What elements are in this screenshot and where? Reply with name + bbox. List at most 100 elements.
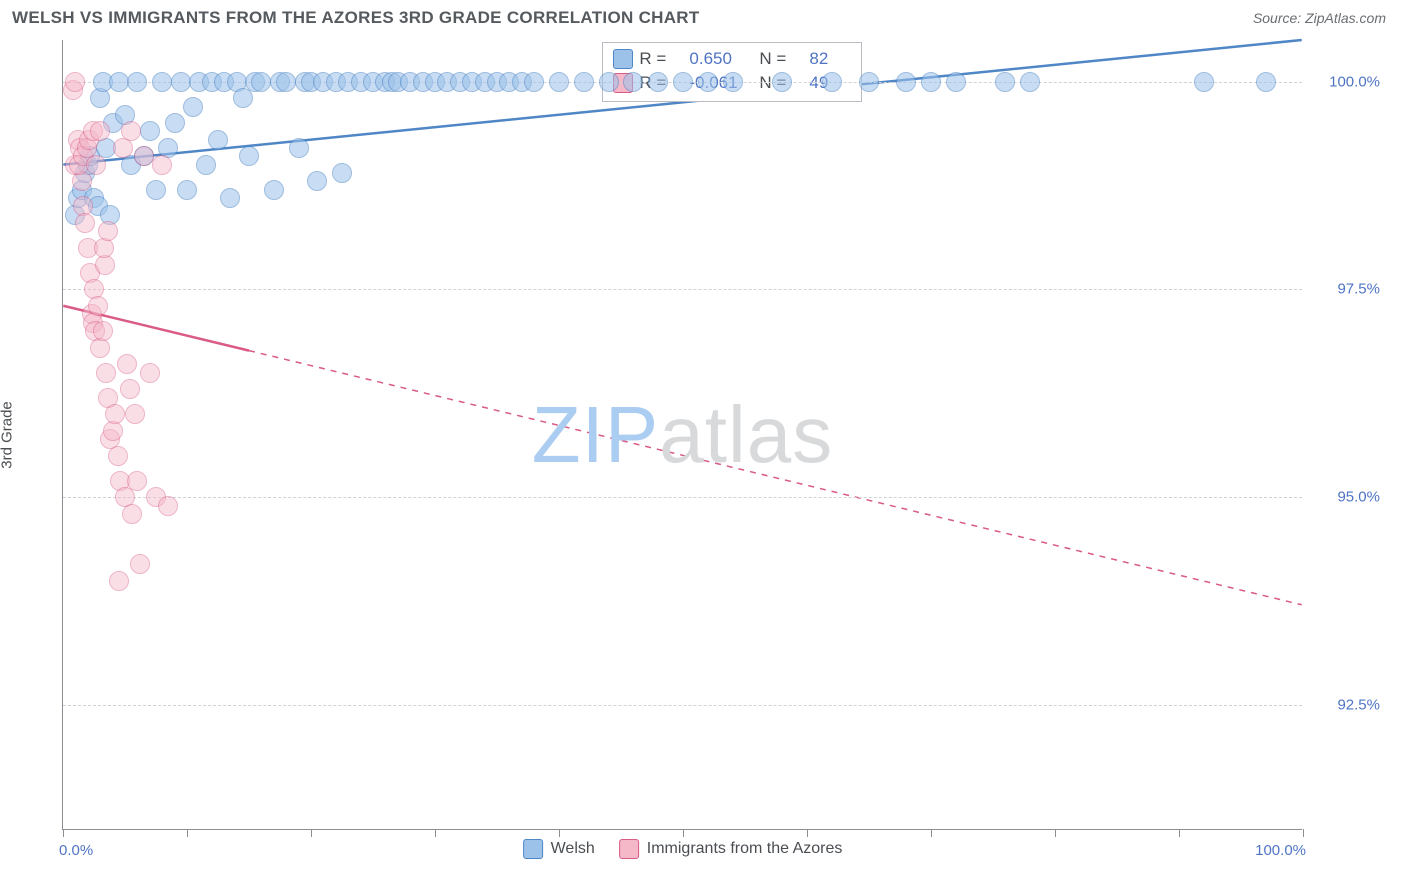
y-tick-label: 100.0% [1310, 73, 1380, 90]
x-tick [311, 829, 312, 837]
x-tick [1179, 829, 1180, 837]
scatter-point [698, 72, 718, 92]
stats-n-label: N = [759, 49, 809, 69]
x-tick [63, 829, 64, 837]
gridline [63, 289, 1302, 290]
chart-container: 3rd Grade ZIPatlas R =0.650N =82R =-0.06… [12, 32, 1386, 880]
scatter-point [158, 496, 178, 516]
scatter-point [94, 238, 114, 258]
scatter-point [117, 354, 137, 374]
scatter-point [208, 130, 228, 150]
legend-swatch [619, 839, 639, 859]
gridline [63, 705, 1302, 706]
plot-area: ZIPatlas R =0.650N =82R =-0.061N =49 Wel… [62, 40, 1302, 830]
scatter-point [88, 296, 108, 316]
scatter-point [307, 171, 327, 191]
scatter-point [183, 97, 203, 117]
stats-n-value: 82 [809, 49, 849, 69]
scatter-point [921, 72, 941, 92]
scatter-point [98, 221, 118, 241]
scatter-point [220, 188, 240, 208]
scatter-point [96, 363, 116, 383]
scatter-point [105, 404, 125, 424]
scatter-point [122, 504, 142, 524]
scatter-point [289, 138, 309, 158]
scatter-point [332, 163, 352, 183]
legend-label: Immigrants from the Azores [647, 840, 843, 858]
scatter-point [165, 113, 185, 133]
x-tick [807, 829, 808, 837]
scatter-point [108, 446, 128, 466]
scatter-point [623, 72, 643, 92]
scatter-point [264, 180, 284, 200]
scatter-point [65, 72, 85, 92]
x-tick [931, 829, 932, 837]
scatter-point [233, 88, 253, 108]
scatter-point [90, 121, 110, 141]
x-tick [1055, 829, 1056, 837]
scatter-point [121, 121, 141, 141]
trend-line-dashed [249, 351, 1302, 605]
scatter-point [276, 72, 296, 92]
scatter-point [140, 121, 160, 141]
scatter-point [599, 72, 619, 92]
scatter-point [177, 180, 197, 200]
scatter-point [93, 321, 113, 341]
chart-title: WELSH VS IMMIGRANTS FROM THE AZORES 3RD … [12, 8, 700, 28]
scatter-point [130, 554, 150, 574]
scatter-point [125, 404, 145, 424]
y-tick-label: 97.5% [1310, 281, 1380, 298]
scatter-point [134, 146, 154, 166]
scatter-point [673, 72, 693, 92]
scatter-point [549, 72, 569, 92]
scatter-point [109, 72, 129, 92]
legend-label: Welsh [551, 840, 595, 858]
chart-source: Source: ZipAtlas.com [1253, 10, 1386, 26]
stats-r-value: 0.650 [689, 49, 759, 69]
scatter-point [127, 471, 147, 491]
x-tick [559, 829, 560, 837]
scatter-point [109, 571, 129, 591]
x-tick [435, 829, 436, 837]
y-axis-label: 3rd Grade [0, 401, 16, 469]
stats-r-label: R = [639, 49, 689, 69]
scatter-point [772, 72, 792, 92]
gridline [63, 497, 1302, 498]
scatter-point [1020, 72, 1040, 92]
x-axis-min-label: 0.0% [59, 842, 93, 859]
scatter-point [239, 146, 259, 166]
legend-swatch [523, 839, 543, 859]
legend-swatch [613, 49, 633, 69]
legend-item: Immigrants from the Azores [619, 839, 843, 859]
scatter-point [86, 155, 106, 175]
scatter-point [524, 72, 544, 92]
scatter-point [152, 155, 172, 175]
scatter-point [120, 379, 140, 399]
scatter-point [574, 72, 594, 92]
legend-item: Welsh [523, 839, 595, 859]
scatter-point [251, 72, 271, 92]
x-tick [1303, 829, 1304, 837]
scatter-point [995, 72, 1015, 92]
scatter-point [196, 155, 216, 175]
scatter-point [1194, 72, 1214, 92]
scatter-point [859, 72, 879, 92]
scatter-point [946, 72, 966, 92]
y-tick-label: 95.0% [1310, 489, 1380, 506]
scatter-point [1256, 72, 1276, 92]
x-tick [187, 829, 188, 837]
bottom-legend: Welsh Immigrants from the Azores [523, 839, 843, 859]
scatter-point [140, 363, 160, 383]
scatter-point [723, 72, 743, 92]
scatter-point [822, 72, 842, 92]
scatter-point [152, 72, 172, 92]
y-tick-label: 92.5% [1310, 697, 1380, 714]
scatter-point [171, 72, 191, 92]
scatter-point [75, 213, 95, 233]
scatter-point [127, 72, 147, 92]
x-tick [683, 829, 684, 837]
scatter-point [648, 72, 668, 92]
x-axis-max-label: 100.0% [1255, 842, 1306, 859]
scatter-point [146, 180, 166, 200]
scatter-point [896, 72, 916, 92]
